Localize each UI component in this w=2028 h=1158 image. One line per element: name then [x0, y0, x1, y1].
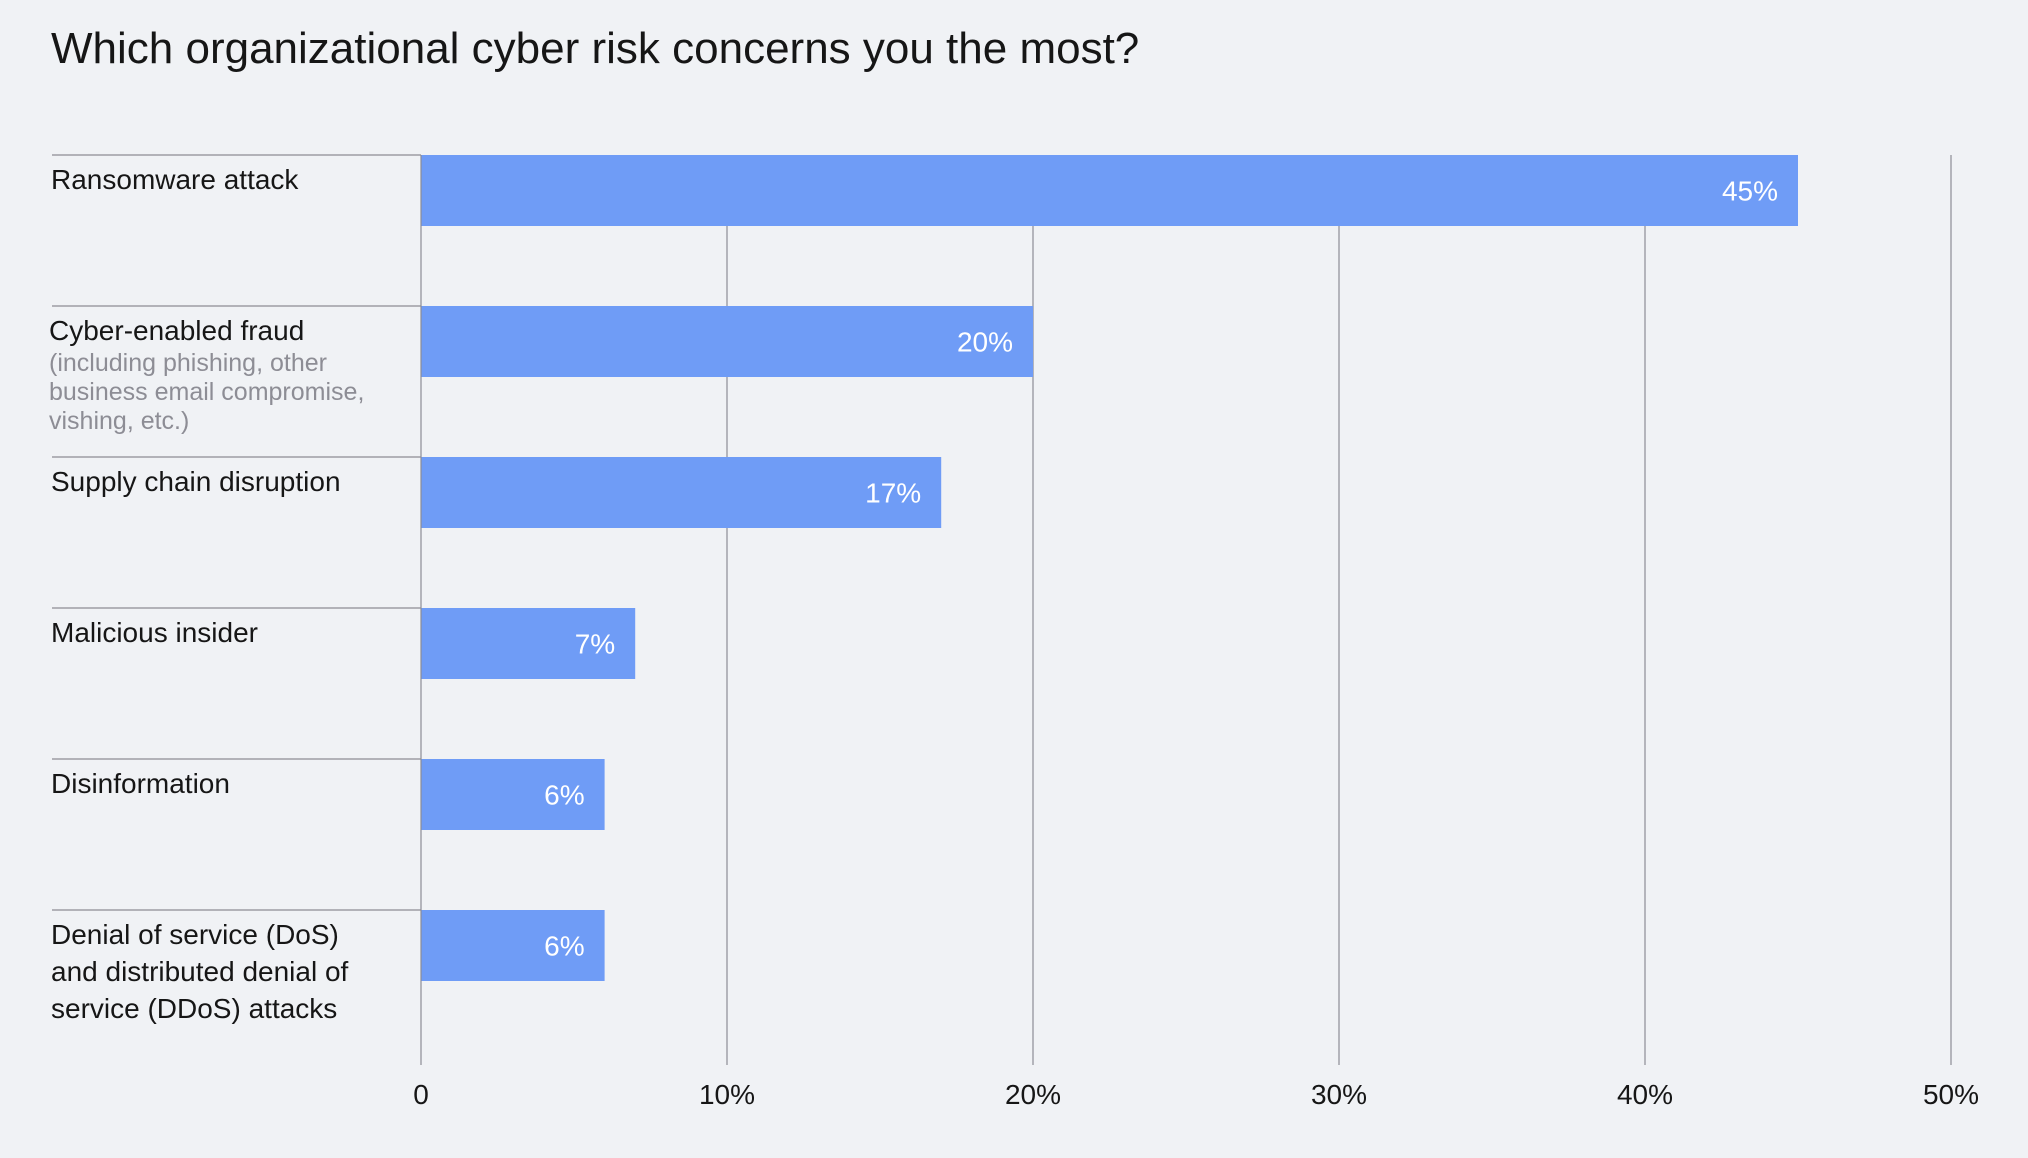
bar-value-label: 7% — [575, 629, 615, 660]
bar-4 — [421, 608, 636, 679]
category-label: Malicious insider — [51, 614, 381, 651]
category-label: Denial of service (DoS) and distributed … — [51, 916, 381, 1027]
x-tick-label: 20% — [1005, 1079, 1061, 1110]
category-label: Cyber-enabled fraud (including phishing, … — [49, 312, 379, 436]
x-tick-label: 30% — [1311, 1079, 1367, 1110]
category-label-text: Malicious insider — [51, 617, 258, 648]
bar-1 — [421, 155, 1798, 226]
bar-value-label: 17% — [865, 478, 921, 509]
x-tick-label: 50% — [1923, 1079, 1979, 1110]
category-label: Ransomware attack — [51, 161, 381, 198]
category-label-text: Disinformation — [51, 768, 230, 799]
category-label: Supply chain disruption — [51, 463, 381, 500]
x-tick-label: 0 — [413, 1079, 429, 1110]
bar-value-label: 6% — [544, 931, 584, 962]
bar-2 — [421, 306, 1033, 377]
bar-5 — [421, 759, 605, 830]
category-label-text: Denial of service (DoS) and distributed … — [51, 919, 349, 1024]
bar-6 — [421, 910, 605, 981]
bar-value-label: 20% — [957, 327, 1013, 358]
bar-3 — [421, 457, 942, 528]
bar-value-label: 45% — [1722, 176, 1778, 207]
category-label-text: Ransomware attack — [51, 164, 299, 195]
x-tick-label: 40% — [1617, 1079, 1673, 1110]
category-label-text: Cyber-enabled fraud — [49, 315, 305, 346]
category-label: Disinformation — [51, 765, 381, 802]
category-label-text: Supply chain disruption — [51, 466, 341, 497]
bar-value-label: 6% — [544, 780, 584, 811]
x-tick-label: 10% — [699, 1079, 755, 1110]
chart-title: Which organizational cyber risk concerns… — [51, 24, 1140, 73]
category-sublabel-text: (including phishing, other business emai… — [49, 349, 365, 435]
